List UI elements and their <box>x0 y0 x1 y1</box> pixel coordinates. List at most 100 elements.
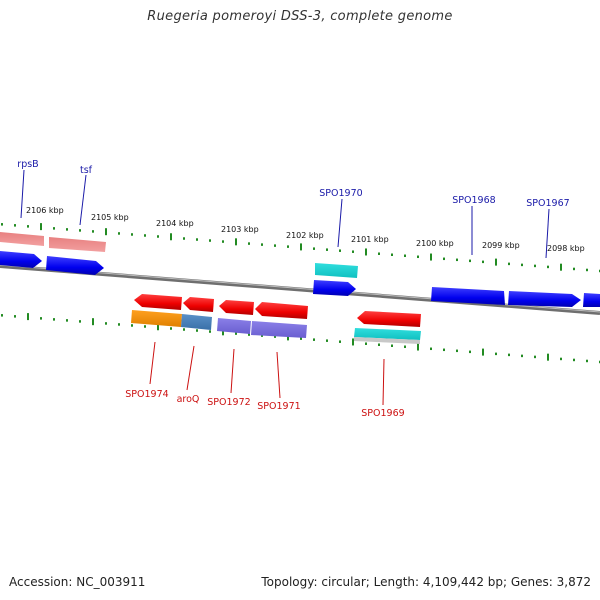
gene-aroQ-cds[interactable] <box>183 297 214 312</box>
label-SPO1971[interactable]: SPO1971 <box>257 401 300 412</box>
major-tick <box>417 343 419 351</box>
genome-summary-text: Topology: circular; Length: 4,109,442 bp… <box>261 575 591 589</box>
minor-tick <box>326 248 328 251</box>
forward-strand-genes <box>0 232 600 307</box>
minor-tick <box>469 350 471 354</box>
gene-SPO1970-feature[interactable] <box>315 263 358 278</box>
leader-SPO1970 <box>337 198 343 248</box>
leader-SPO1967 <box>545 208 550 259</box>
minor-tick <box>131 233 133 236</box>
gene-SPO1974-cds[interactable] <box>134 294 182 310</box>
gene-SPO1971-feature[interactable] <box>251 321 307 338</box>
minor-tick <box>534 264 536 268</box>
minor-tick <box>456 349 458 353</box>
label-aroQ[interactable]: aroQ <box>177 394 200 405</box>
minor-tick <box>14 224 16 227</box>
kbp-label-2106: 2106 kbp <box>26 206 64 215</box>
label-tsf[interactable]: tsf <box>80 165 93 176</box>
gene-SPO1972-feature[interactable] <box>217 318 251 334</box>
major-tick <box>40 223 42 231</box>
gene-SPO1974-feature[interactable] <box>131 310 182 327</box>
label-rpsB[interactable]: rpsB <box>17 159 38 170</box>
gene-SPO1968-cds[interactable] <box>431 287 505 305</box>
label-SPO1968[interactable]: SPO1968 <box>452 195 495 206</box>
minor-tick <box>53 227 55 230</box>
minor-tick <box>378 343 380 346</box>
major-tick <box>560 263 562 271</box>
gene-tsf-cds[interactable] <box>46 256 104 275</box>
minor-tick <box>1 223 3 226</box>
minor-tick <box>313 247 315 250</box>
accession-text: Accession: NC_003911 <box>9 575 146 589</box>
major-tick <box>170 233 172 241</box>
major-tick <box>495 258 497 266</box>
label-SPO1967[interactable]: SPO1967 <box>526 198 569 209</box>
label-SPO1972[interactable]: SPO1972 <box>207 397 250 408</box>
minor-tick <box>521 354 523 358</box>
minor-tick <box>365 342 367 345</box>
minor-tick <box>79 229 81 232</box>
gene-SPO1969-cds[interactable] <box>357 311 421 327</box>
gene-rpsB-cds[interactable] <box>0 251 42 268</box>
minor-tick <box>313 338 315 341</box>
minor-tick <box>1 314 3 317</box>
label-SPO1974[interactable]: SPO1974 <box>125 389 168 400</box>
minor-tick <box>183 328 185 331</box>
gene-tsf-feature[interactable] <box>49 237 106 252</box>
minor-tick <box>339 340 341 343</box>
minor-tick <box>209 239 211 242</box>
minor-tick <box>443 348 445 352</box>
kbp-label-2099: 2099 kbp <box>482 241 520 250</box>
minor-tick <box>274 244 276 247</box>
gene-SPO1972-cds[interactable] <box>219 300 254 315</box>
label-SPO1969[interactable]: SPO1969 <box>361 408 404 419</box>
gene-edge-cds[interactable] <box>583 293 600 307</box>
reverse-strand-genes <box>131 294 421 344</box>
gene-SPO1971-cds[interactable] <box>255 302 308 319</box>
gene-SPO1969-feature[interactable] <box>354 328 421 340</box>
major-tick <box>235 238 237 246</box>
minor-tick <box>53 318 55 321</box>
leader-aroQ <box>186 345 195 391</box>
minor-tick <box>105 322 107 325</box>
minor-tick <box>144 234 146 237</box>
major-tick <box>547 353 549 361</box>
minor-tick <box>222 240 224 243</box>
minor-tick <box>209 330 211 333</box>
gene-labels: rpsB tsf SPO1970 SPO1968 SPO1967 SPO1974… <box>17 159 569 419</box>
minor-tick <box>391 253 393 256</box>
gene-aroQ-feature[interactable] <box>181 314 212 330</box>
minor-tick <box>456 258 458 262</box>
minor-tick <box>482 260 484 264</box>
label-SPO1970[interactable]: SPO1970 <box>319 188 362 199</box>
minor-tick <box>144 325 146 328</box>
minor-tick <box>261 243 263 246</box>
minor-tick <box>508 262 510 266</box>
major-tick <box>365 248 367 256</box>
minor-tick <box>573 358 575 362</box>
minor-tick <box>235 332 237 335</box>
minor-tick <box>378 252 380 255</box>
leader-SPO1969 <box>382 358 385 406</box>
gene-rpsB-feature[interactable] <box>0 232 44 246</box>
kbp-label-2102: 2102 kbp <box>286 231 324 240</box>
major-tick <box>222 328 224 336</box>
major-tick <box>482 348 484 356</box>
leader-SPO1971 <box>276 351 281 399</box>
major-tick <box>352 338 354 346</box>
minor-tick <box>300 337 302 340</box>
minor-tick <box>157 235 159 238</box>
minor-tick <box>287 245 289 248</box>
minor-tick <box>27 225 29 228</box>
kbp-label-2101: 2101 kbp <box>351 235 389 244</box>
gene-SPO1967-cds[interactable] <box>508 291 581 307</box>
minor-tick <box>560 357 562 361</box>
gene-SPO1970-cds[interactable] <box>313 280 356 296</box>
minor-tick <box>66 228 68 231</box>
leader-tsf <box>79 174 87 226</box>
minor-tick <box>196 238 198 241</box>
minor-tick <box>508 353 510 357</box>
minor-tick <box>404 345 406 349</box>
minor-tick <box>248 242 250 245</box>
